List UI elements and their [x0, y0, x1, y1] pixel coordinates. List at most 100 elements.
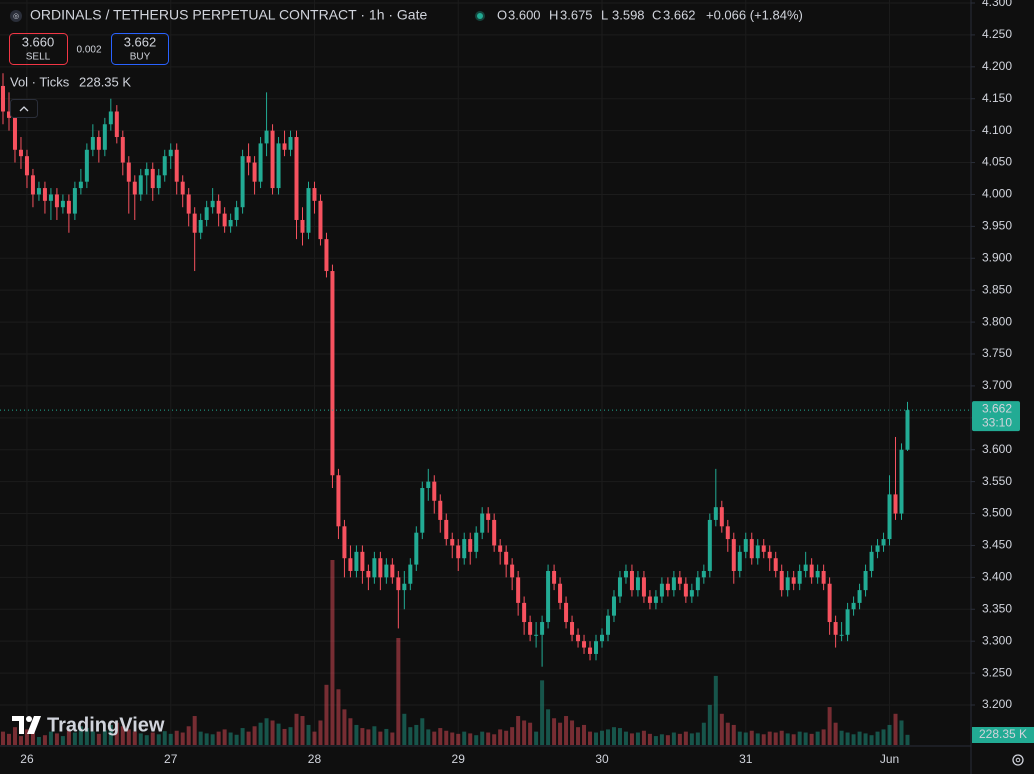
- legend-value: 3.598: [612, 7, 645, 22]
- volume-bar: [552, 718, 557, 745]
- volume-bar: [576, 727, 581, 745]
- legend-value: 3.675: [560, 7, 593, 22]
- candle-body: [264, 130, 269, 144]
- candle-body: [588, 647, 593, 654]
- volume-bar: [156, 734, 161, 745]
- volume-bar: [120, 726, 125, 745]
- volume-bar: [402, 713, 407, 745]
- candle-body: [815, 570, 820, 578]
- candle-body: [851, 602, 856, 610]
- volume-bar: [432, 731, 437, 745]
- candle-body: [635, 577, 640, 591]
- volume-bar: [360, 728, 365, 745]
- volume-bar: [36, 736, 41, 745]
- candle-body: [216, 200, 221, 214]
- countdown: 33:10: [982, 415, 1012, 429]
- candle-body: [791, 577, 796, 584]
- y-tick-label: 3.850: [982, 282, 1012, 296]
- y-tick-label: 4.200: [982, 59, 1012, 73]
- candle-body: [54, 194, 59, 208]
- candle-body: [534, 634, 539, 636]
- candle-body: [162, 156, 167, 176]
- volume-bar: [617, 728, 622, 745]
- candle-body: [12, 117, 17, 150]
- settings-icon-core[interactable]: [1015, 757, 1021, 763]
- volume-bar: [252, 726, 257, 745]
- candle-body: [845, 609, 850, 635]
- candle-body: [665, 583, 670, 591]
- buy-label[interactable]: BUY: [130, 52, 151, 63]
- volume-bar: [797, 731, 802, 745]
- candle-body: [809, 564, 814, 578]
- candle-body: [617, 577, 622, 597]
- candle-body: [695, 577, 700, 591]
- volume-bar: [677, 733, 682, 745]
- candle-body: [719, 507, 724, 527]
- volume-bar: [258, 722, 263, 745]
- settings-icon[interactable]: [1012, 754, 1024, 766]
- buy-price[interactable]: 3.662: [124, 34, 157, 49]
- volume-bar: [893, 713, 898, 745]
- volume-bar: [785, 733, 790, 745]
- candle-body: [743, 539, 748, 552]
- volume-bar: [150, 732, 155, 745]
- sell-price[interactable]: 3.660: [22, 34, 55, 49]
- volume-bar: [588, 731, 593, 745]
- candle-body: [671, 577, 676, 591]
- sell-label[interactable]: SELL: [26, 52, 51, 63]
- spread: 0.002: [76, 45, 101, 56]
- collapse-button[interactable]: [10, 99, 38, 118]
- volume-bar: [707, 704, 712, 745]
- candle-body: [594, 641, 599, 654]
- volume-bar: [713, 675, 718, 745]
- volume-bar: [114, 722, 119, 745]
- volume-bar: [468, 733, 473, 745]
- volume-bar: [725, 722, 730, 745]
- volume-bar: [851, 734, 856, 745]
- candle-body: [60, 200, 65, 208]
- candle-body: [827, 583, 832, 623]
- candle-body: [282, 143, 287, 150]
- candle-body: [444, 519, 449, 540]
- y-tick-label: 3.400: [982, 570, 1012, 584]
- volume-bar: [240, 728, 245, 745]
- volume-bar: [671, 732, 676, 745]
- volume-bar: [270, 720, 275, 745]
- candle-body: [905, 410, 910, 450]
- sell-button[interactable]: [9, 33, 68, 65]
- volume-bar: [138, 733, 143, 745]
- volume-bar: [755, 733, 760, 745]
- candle-body: [420, 488, 425, 533]
- y-tick-label: 3.600: [982, 442, 1012, 456]
- buy-button[interactable]: [111, 33, 169, 65]
- candle-body: [623, 570, 628, 578]
- candle-body: [510, 564, 515, 578]
- grid: [0, 0, 971, 746]
- legend-key: C: [652, 7, 661, 22]
- y-tick-label: 3.900: [982, 250, 1012, 264]
- y-tick-label: 4.250: [982, 27, 1012, 41]
- candle-body: [198, 219, 203, 233]
- candle-body: [270, 130, 275, 189]
- x-tick-label: 31: [739, 752, 753, 766]
- collapse-chevron[interactable]: [19, 106, 29, 112]
- candle-body: [785, 577, 790, 591]
- volume-bar: [635, 732, 640, 745]
- candle-body: [857, 590, 862, 603]
- y-tick-label: 3.950: [982, 219, 1012, 233]
- x-tick-label: 29: [452, 752, 466, 766]
- candle-body: [402, 583, 407, 591]
- volume-bar: [749, 730, 754, 745]
- candle-body: [240, 156, 245, 208]
- volume-bar: [342, 709, 347, 745]
- candle-body: [468, 539, 473, 552]
- candle-body: [318, 200, 323, 240]
- brand-mark-slash: [27, 716, 41, 734]
- volume-last: 228.35 K: [79, 74, 131, 89]
- candle-body: [24, 156, 29, 176]
- candle-body: [138, 175, 143, 195]
- volume-bar: [168, 733, 173, 745]
- volume-bar: [480, 731, 485, 745]
- volume-bar: [743, 732, 748, 745]
